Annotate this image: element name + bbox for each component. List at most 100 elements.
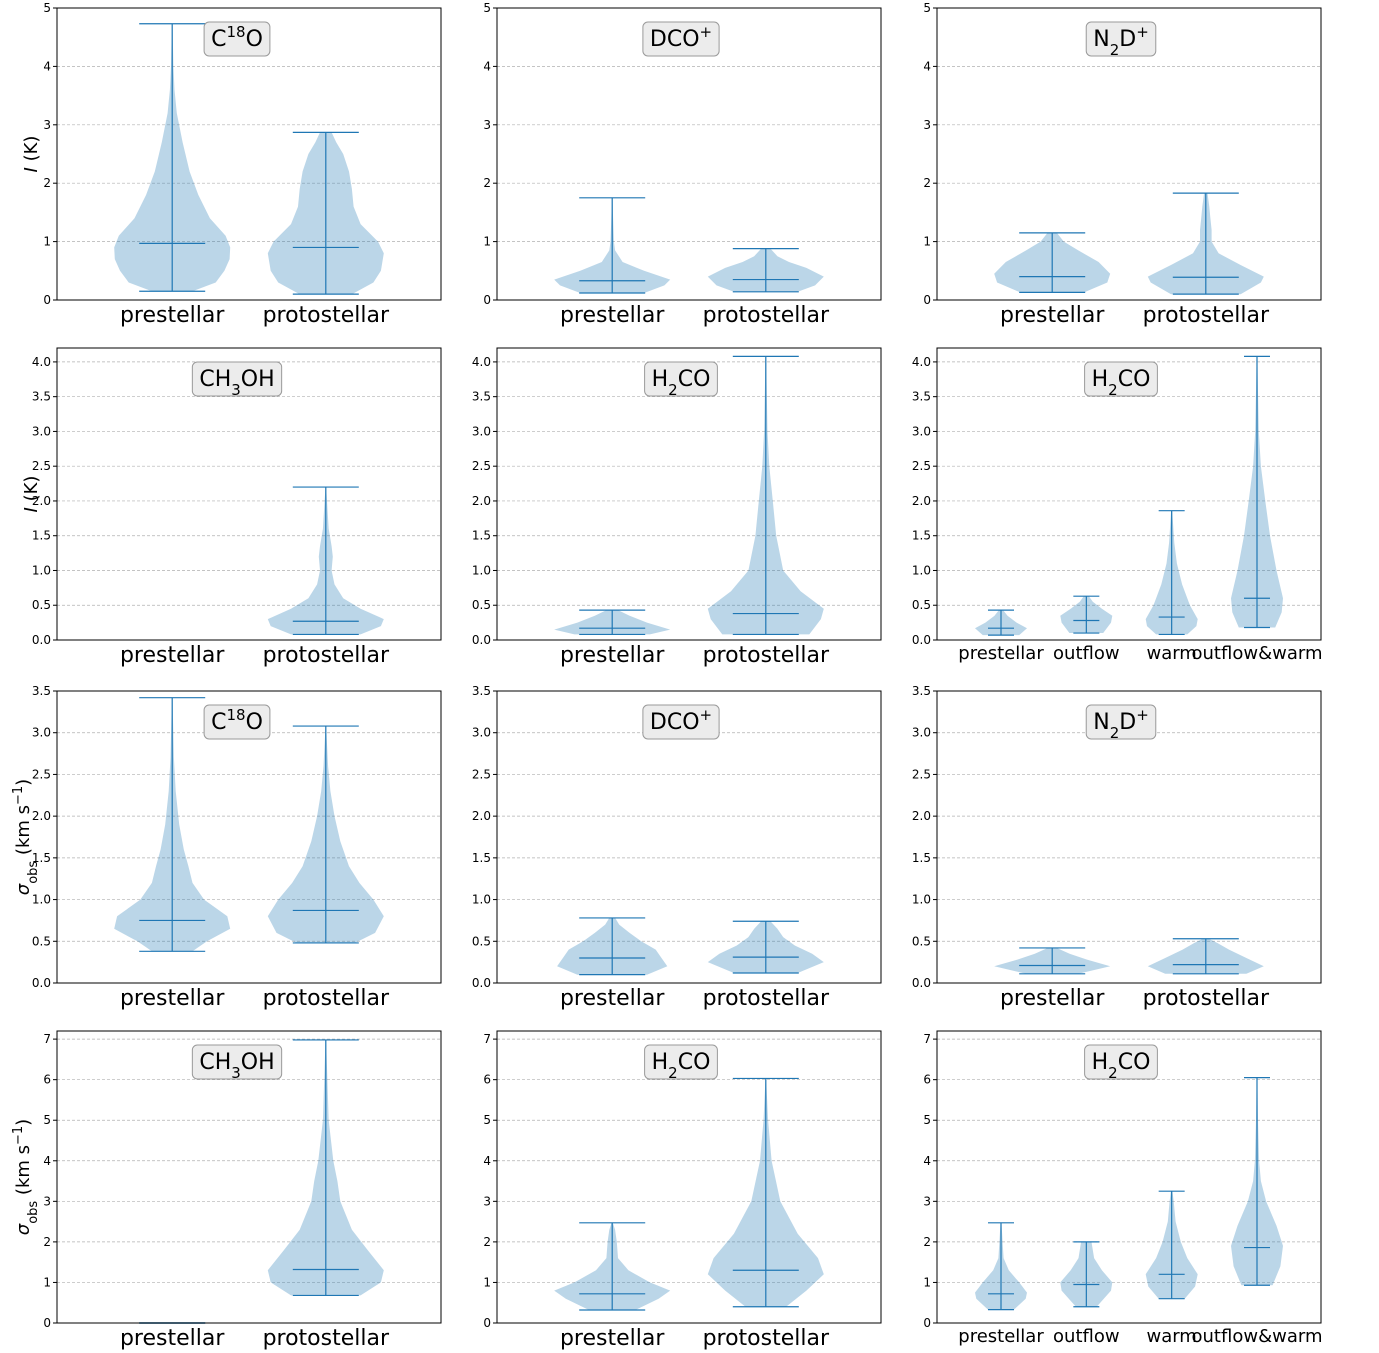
species-label: N2D+: [1093, 23, 1149, 59]
x-tick-label: prestellar: [120, 303, 225, 328]
y-tick-label: 3: [923, 1194, 931, 1208]
label-box: [1084, 361, 1158, 397]
x-tick-label: prestellar: [958, 643, 1044, 664]
panel-row3-col2: 0.0 0.5 1.0 1.5 2.0 2.5 3.0 3.5 prestellar protos…: [472, 684, 882, 1011]
y-tick-label: 1: [923, 1275, 931, 1289]
x-tick-label: outflow: [1053, 643, 1120, 664]
y-tick-label: 0: [923, 293, 931, 307]
panel-row3-col1: 0.0 0.5 1.0 1.5 2.0 2.5 3.0 3.5 prestellar protos…: [11, 684, 442, 1011]
y-axis-label: I (K): [21, 476, 42, 513]
x-tick-label: prestellar: [560, 986, 665, 1011]
plot-frame: [496, 690, 882, 984]
y-tick-label: 0: [923, 1316, 931, 1330]
y-tick-label: 3.5: [32, 684, 51, 698]
y-tick-label: 2: [43, 176, 51, 190]
y-tick-label: 3.5: [472, 390, 491, 404]
y-tick-label: 3: [43, 1194, 51, 1208]
y-tick-label: 0: [43, 293, 51, 307]
y-tick-label: 2.5: [912, 459, 931, 473]
x-tick-label: outflow: [1053, 1326, 1120, 1347]
y-tick-label: 5: [483, 1, 491, 15]
y-tick-label: 4.0: [32, 355, 51, 369]
y-tick-label: 3.0: [472, 726, 491, 740]
y-tick-label: 0: [483, 1316, 491, 1330]
species-label: H2CO: [1092, 1050, 1151, 1082]
panel-row2-col1: 0.0 0.5 1.0 1.5 2.0 2.5 3.0 3.5 4.0 prestellar pro…: [21, 347, 442, 668]
panel-row2-col2: 0.0 0.5 1.0 1.5 2.0 2.5 3.0 3.5 4.0 prestellar pro…: [472, 347, 882, 668]
species-label: H2CO: [652, 367, 711, 399]
x-tick-label: prestellar: [560, 1326, 665, 1351]
y-tick-label: 2.5: [472, 459, 491, 473]
panel-row1-col3: 0 1 2 3 4 5 prestellar protostellar N2D+: [923, 1, 1322, 328]
species-label-box: CH3OH: [191, 361, 283, 399]
y-axis-label: I (K): [21, 136, 42, 173]
y-tick-label: 5: [483, 1113, 491, 1127]
y-tick-label: 0.5: [472, 934, 491, 948]
y-tick-label: 0.5: [32, 934, 51, 948]
y-tick-label: 0.0: [32, 976, 51, 990]
species-label: H2CO: [1092, 367, 1151, 399]
species-label-box: CH3OH: [191, 1044, 283, 1082]
plot-frame: [496, 7, 882, 301]
y-tick-label: 0.5: [472, 598, 491, 612]
x-tick-label: protostellar: [703, 1326, 830, 1351]
y-tick-label: 3.0: [912, 424, 931, 438]
y-tick-label: 2.5: [912, 767, 931, 781]
x-tick-label: prestellar: [560, 303, 665, 328]
plot-frame: [496, 1030, 882, 1324]
species-label: CH3OH: [199, 1050, 274, 1082]
y-tick-label: 2.0: [472, 809, 491, 823]
x-tick-label: prestellar: [560, 643, 665, 668]
y-tick-label: 2.0: [32, 809, 51, 823]
y-tick-label: 3.0: [912, 726, 931, 740]
y-tick-label: 0.0: [32, 633, 51, 647]
y-tick-label: 7: [43, 1032, 51, 1046]
y-tick-label: 0.5: [32, 598, 51, 612]
species-label-box: H2CO: [644, 1044, 718, 1082]
x-tick-label: protostellar: [1143, 303, 1270, 328]
y-tick-label: 0: [483, 293, 491, 307]
y-tick-label: 0: [43, 1316, 51, 1330]
x-tick-label: prestellar: [120, 1326, 225, 1351]
y-axis-label: σobs (km s−1): [11, 1119, 41, 1235]
panel-row4-col3: 0 1 2 3 4 5 6 7 prestellar outflow warmoutflow&war…: [923, 1030, 1322, 1347]
panel-row3-col3: 0.0 0.5 1.0 1.5 2.0 2.5 3.0 3.5 prestellar protos…: [912, 684, 1322, 1011]
y-tick-label: 2: [923, 1235, 931, 1249]
species-label: C18O: [211, 706, 263, 735]
species-label-box: H2CO: [1084, 1044, 1158, 1082]
x-tick-label: protostellar: [703, 986, 830, 1011]
plot-frame: [56, 690, 442, 984]
x-tick-label: outflow&warm: [1192, 643, 1323, 664]
panel-row2-col3: 0.0 0.5 1.0 1.5 2.0 2.5 3.0 3.5 4.0 prestellar out…: [912, 347, 1323, 664]
x-tick-label: prestellar: [1000, 986, 1105, 1011]
label-box: [203, 704, 271, 740]
label-box: [191, 1044, 283, 1080]
panel-row1-col1: 0 1 2 3 4 5 prestellar protostellar C18O I (K): [21, 1, 442, 328]
y-tick-label: 3: [483, 118, 491, 132]
plot-frame: [936, 7, 1322, 301]
y-tick-label: 1.0: [472, 893, 491, 907]
plot-frame: [56, 347, 442, 641]
label-box: [644, 361, 718, 397]
panel-row4-col2: 0 1 2 3 4 5 6 7 prestellar protostellar H2CO: [483, 1030, 882, 1351]
x-tick-label: protostellar: [263, 1326, 390, 1351]
y-tick-label: 2.0: [912, 494, 931, 508]
species-label-box: H2CO: [644, 361, 718, 399]
y-tick-label: 1: [43, 1275, 51, 1289]
x-tick-label: protostellar: [263, 303, 390, 328]
y-tick-label: 3.5: [472, 684, 491, 698]
y-tick-label: 3.5: [912, 684, 931, 698]
species-label-box: C18O: [203, 704, 271, 740]
y-tick-label: 4: [923, 59, 931, 73]
y-tick-label: 3: [43, 118, 51, 132]
label-box: [642, 704, 720, 740]
y-tick-label: 1.0: [912, 893, 931, 907]
y-tick-label: 1: [483, 235, 491, 249]
species-label-box: DCO+: [642, 21, 720, 57]
y-tick-label: 1.5: [32, 851, 51, 865]
y-tick-label: 5: [43, 1113, 51, 1127]
x-tick-label: protostellar: [703, 303, 830, 328]
x-tick-label: warm: [1146, 643, 1196, 664]
y-tick-label: 4: [483, 1154, 491, 1168]
